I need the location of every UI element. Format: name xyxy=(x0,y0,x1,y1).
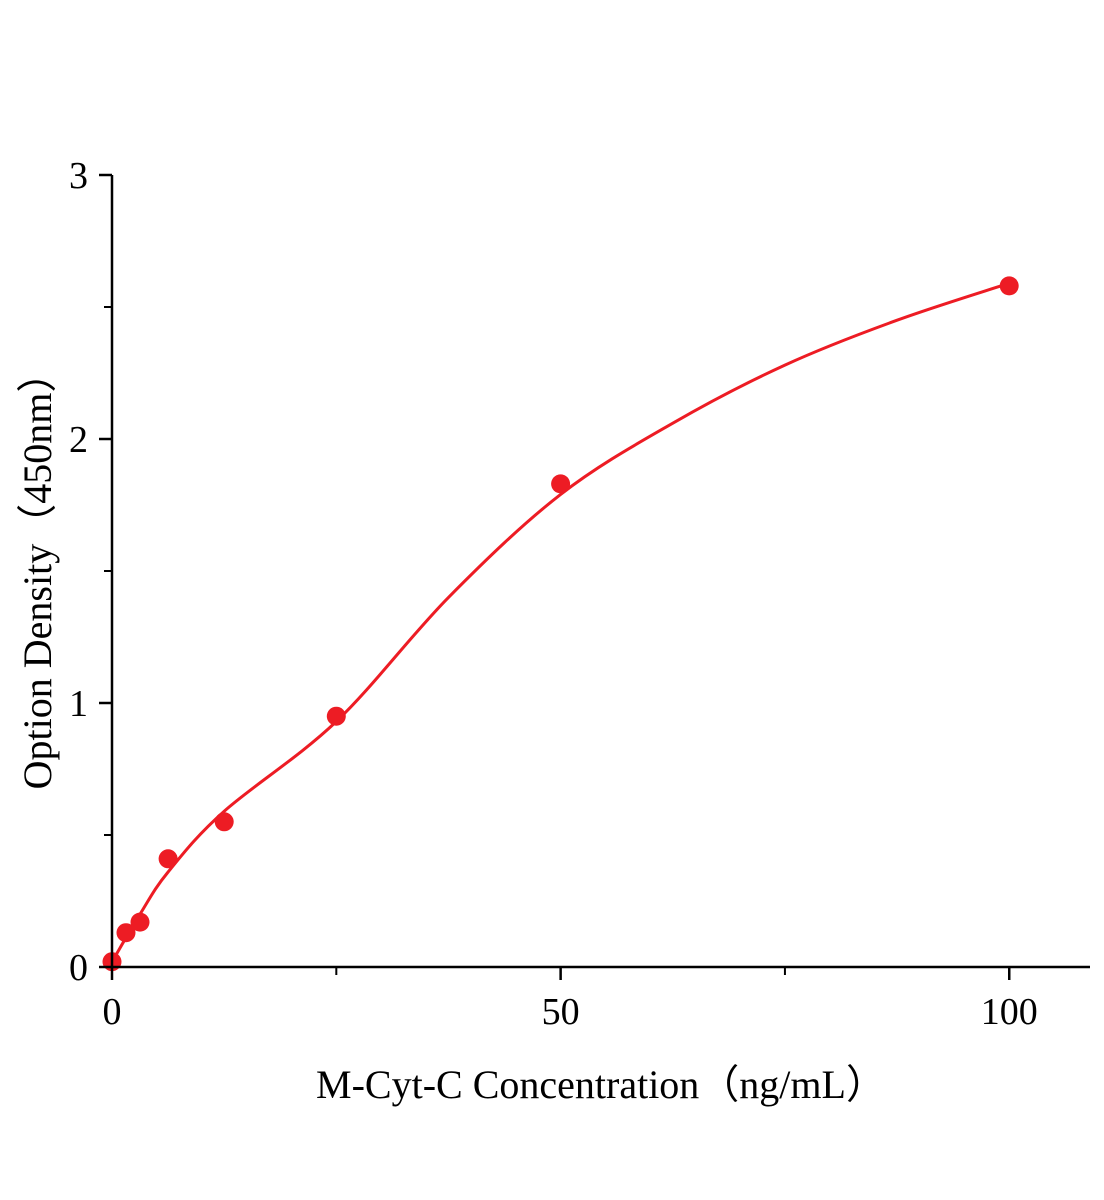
y-tick-label: 1 xyxy=(69,683,88,725)
y-tick-label: 3 xyxy=(69,155,88,197)
x-tick-label: 0 xyxy=(103,991,122,1033)
data-point xyxy=(214,812,234,832)
y-tick-label: 2 xyxy=(69,419,88,461)
y-tick-label: 0 xyxy=(69,947,88,989)
data-point xyxy=(999,276,1019,296)
data-point xyxy=(130,912,150,932)
x-axis-title: M-Cyt-C Concentration（ng/mL） xyxy=(316,1062,886,1107)
x-tick-label: 50 xyxy=(542,991,580,1033)
x-tick-label: 100 xyxy=(981,991,1038,1033)
fit-curve-line xyxy=(110,281,1011,964)
data-point xyxy=(116,923,136,943)
data-point xyxy=(551,474,571,494)
data-point xyxy=(158,849,178,869)
y-axis-title: Option Density（450nm） xyxy=(15,352,60,790)
data-point xyxy=(326,706,346,726)
